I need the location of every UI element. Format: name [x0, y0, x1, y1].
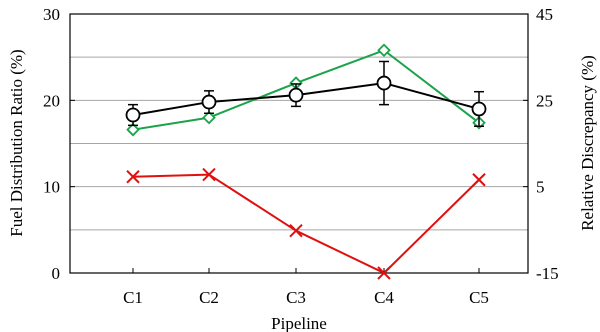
x-tick-label: C4: [374, 288, 394, 307]
y-tick-label: 30: [43, 5, 60, 24]
data-point: [126, 122, 140, 137]
data-point: [471, 101, 487, 117]
series-line: [132, 49, 480, 131]
right-axis-ticks: -15 5 25 45: [523, 5, 559, 283]
y2-tick-label: -15: [536, 264, 559, 283]
x-tick-label: C3: [286, 288, 306, 307]
y-axis-label: Fuel Distribution Ratio (%): [7, 49, 26, 236]
data-point: [202, 167, 216, 182]
data-point: [126, 170, 140, 184]
data-point: [288, 87, 304, 103]
series-line: [132, 173, 480, 274]
left-axis-ticks: 0 10 20 30: [43, 5, 75, 283]
plot-frame: [69, 13, 529, 274]
series-circle: [125, 60, 487, 127]
data-point: [289, 223, 303, 238]
y2-tick-label: 45: [536, 5, 553, 24]
x-tick-label: C2: [199, 288, 219, 307]
x-tick-label: C5: [469, 288, 489, 307]
data-point: [377, 43, 391, 58]
y-tick-label: 10: [43, 178, 60, 197]
x-axis-label: Pipeline: [271, 314, 327, 332]
y2-tick-label: 5: [536, 178, 545, 197]
data-point: [202, 110, 216, 125]
data-point: [472, 173, 486, 187]
y2-axis-label: Relative Discrepancy (%): [578, 55, 597, 231]
series-x: [126, 167, 486, 280]
series-line: [132, 82, 480, 116]
grid-lines: [70, 56, 528, 231]
y-tick-label: 20: [43, 91, 60, 110]
y2-tick-label: 25: [536, 91, 553, 110]
y-tick-label: 0: [52, 264, 61, 283]
data-point: [377, 266, 391, 280]
x-axis-ticks: C1 C2 C3 C4 C5: [123, 268, 489, 307]
data-point: [125, 107, 141, 123]
series-layer: [125, 43, 487, 280]
data-point: [201, 94, 217, 110]
x-tick-label: C1: [123, 288, 143, 307]
series-diamond: [126, 43, 486, 137]
data-point: [376, 75, 392, 91]
